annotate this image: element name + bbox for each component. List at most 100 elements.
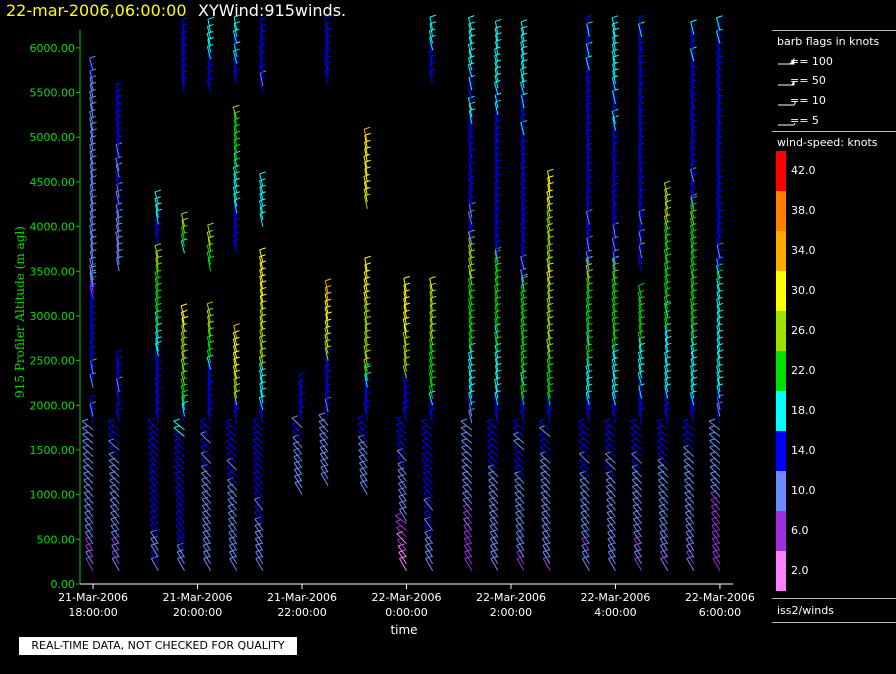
barb: [716, 410, 721, 424]
barb: [659, 518, 669, 531]
barb: [638, 63, 643, 78]
barb-tick: [541, 516, 549, 520]
barb: [225, 433, 238, 444]
barb: [324, 287, 329, 301]
barb: [181, 392, 185, 406]
barb-tick: [711, 516, 718, 520]
barb: [690, 205, 695, 218]
barb: [684, 499, 695, 511]
barb: [690, 332, 695, 346]
barb: [520, 48, 525, 62]
barb: [685, 525, 695, 538]
barb: [546, 198, 551, 212]
barb-tick: [84, 523, 92, 527]
barb: [716, 251, 721, 265]
barb-tick: [684, 490, 691, 494]
barb-tick: [429, 276, 436, 280]
barb-tick: [233, 323, 240, 327]
scale-swatch: [776, 151, 786, 191]
barb: [638, 23, 643, 37]
barb: [612, 124, 616, 138]
barb-tick: [206, 31, 214, 34]
barb: [520, 352, 525, 366]
barb: [468, 144, 473, 158]
barb: [580, 512, 590, 524]
barb: [716, 351, 721, 366]
barb: [664, 372, 669, 386]
barb-tick: [150, 509, 157, 513]
barb-tick: [520, 323, 527, 327]
barb: [612, 84, 616, 98]
barb-tick: [690, 216, 697, 220]
barb: [319, 434, 329, 446]
barb-tick: [201, 483, 208, 487]
wind-barbs: [81, 14, 724, 571]
barb: [254, 512, 264, 524]
barb: [424, 551, 434, 565]
barb: [154, 278, 159, 292]
barb: [253, 498, 264, 511]
barb-tick: [319, 445, 327, 448]
barb: [232, 37, 238, 51]
barb-tick: [228, 523, 235, 527]
barb-tick: [115, 350, 123, 353]
barb-tick: [233, 336, 240, 340]
barb: [611, 392, 616, 406]
barb-tick: [468, 62, 475, 66]
barb: [611, 51, 616, 64]
barb-tick: [611, 48, 619, 52]
barb: [363, 305, 368, 319]
barb: [664, 269, 669, 283]
barb: [608, 558, 616, 571]
barb: [540, 499, 551, 511]
barb: [258, 363, 264, 377]
y-tick-label: 0.00: [51, 578, 76, 591]
barb: [111, 551, 120, 565]
barb-tick: [468, 350, 475, 354]
barb: [716, 37, 721, 51]
barb: [634, 558, 643, 571]
barb-tick: [515, 523, 523, 527]
barb-tick: [580, 516, 588, 520]
barb: [148, 452, 159, 464]
barb: [148, 439, 159, 451]
barb: [259, 25, 264, 40]
barb: [233, 345, 238, 359]
barb: [606, 518, 616, 531]
barb: [227, 499, 238, 511]
barb: [494, 242, 499, 256]
barb: [585, 17, 590, 31]
barb: [402, 408, 407, 422]
barb: [611, 292, 616, 305]
barb: [403, 278, 407, 292]
barb: [631, 466, 642, 478]
barb: [364, 332, 368, 346]
barb: [254, 525, 264, 538]
barb: [429, 325, 434, 339]
barb: [716, 84, 721, 98]
barb-tick: [319, 431, 326, 435]
barb: [396, 437, 407, 449]
barb: [90, 238, 94, 252]
barb: [578, 420, 590, 431]
barb: [318, 421, 329, 433]
barb-tick: [656, 418, 663, 422]
barb: [611, 185, 616, 198]
barb-tick: [468, 169, 475, 173]
barb: [154, 245, 159, 258]
barb: [520, 392, 525, 406]
barb-tick: [115, 82, 123, 86]
barb-tick: [397, 448, 404, 452]
barb: [716, 138, 721, 151]
barb-tick: [468, 42, 475, 46]
barb: [233, 193, 238, 207]
barb: [149, 485, 159, 498]
barb-tick: [176, 516, 183, 520]
barb: [155, 343, 159, 357]
barb: [663, 393, 669, 406]
barb: [494, 142, 499, 156]
barb-tick: [397, 454, 404, 458]
barb: [578, 427, 590, 437]
barb: [546, 225, 551, 238]
barb-legend-title: barb flags in knots: [777, 35, 880, 48]
